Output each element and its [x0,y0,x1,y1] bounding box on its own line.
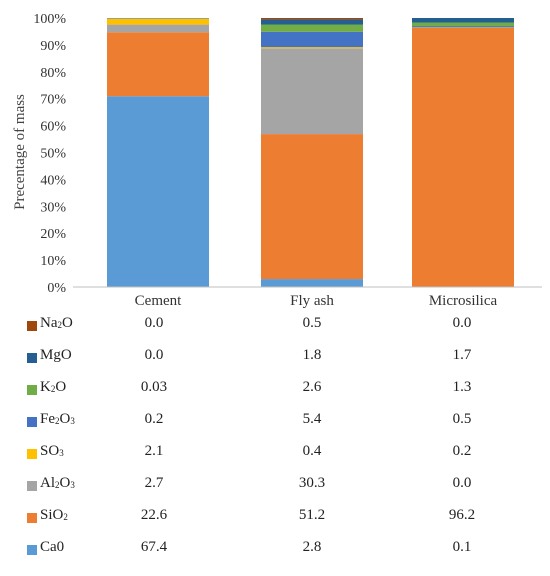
y-tick-label: 50% [40,147,66,162]
x-tick-label: Cement [135,293,182,309]
bar-segment [412,26,514,28]
bar-segment [107,24,209,33]
y-tick-label: 70% [40,93,66,108]
table-cell: 0.0 [144,315,164,331]
bar-segment [261,47,363,49]
table-cell: 0.5 [302,315,322,331]
y-tick-label: 20% [40,227,66,242]
bar-segment [261,31,363,48]
bar-segment [261,134,363,280]
legend-label: K2O [40,379,67,395]
table-cell: 0.1 [452,539,472,555]
stacked-bar-chart: 0% 10% 20% 30% 40% 50% 60% 70% 80% 90% 100% Cement… [12,12,542,309]
x-tick-label: Fly ash [290,293,334,309]
legend-swatch [27,481,37,491]
legend-swatch [27,513,37,523]
bar-segment [412,22,514,27]
bar-segment [107,18,209,25]
table-row: K2O 0.03 2.6 1.3 [0,376,550,408]
y-tick-label: 80% [40,66,66,81]
legend-label: MgO [40,347,72,363]
table-cell: 51.2 [298,507,326,523]
table-cell: 0.2 [144,411,164,427]
table-cell: 2.7 [144,475,164,491]
bar-segment [261,48,363,135]
y-tick-label: 90% [40,39,66,54]
table-row: Ca0 67.4 2.8 0.1 [0,536,550,568]
table-cell: 96.2 [448,507,476,523]
table-cell: 30.3 [298,475,326,491]
legend-label: Ca0 [40,539,65,555]
x-tick-label: Microsilica [429,293,498,309]
bar-segment [261,279,363,287]
bar-segment [107,32,209,97]
table-row: SO3 2.1 0.4 0.2 [0,440,550,472]
y-tick-label: 60% [40,120,66,135]
x-axis-ticks: Cement Fly ash Microsilica [135,293,498,309]
table-cell: 22.6 [140,507,168,523]
table-cell: 0.2 [452,443,472,459]
table-cell: 2.8 [302,539,322,555]
bar-segment [107,18,209,19]
y-tick-label: 10% [40,254,66,269]
legend-swatch [27,385,37,395]
table-row: Fe2O3 0.2 5.4 0.5 [0,408,550,440]
table-cell: 5.4 [302,411,322,427]
bar-segment [261,18,363,20]
y-tick-label: 40% [40,173,66,188]
bars [107,18,514,288]
bar-segment [261,19,363,25]
y-tick-label: 30% [40,200,66,215]
table-cell: 0.0 [144,347,164,363]
table-row: SiO2 22.6 51.2 96.2 [0,504,550,536]
table-cell: 1.7 [452,347,472,363]
table-row: MgO 0.0 1.8 1.7 [0,344,550,376]
table-row: Al2O3 2.7 30.3 0.0 [0,472,550,504]
table-cell: 0.03 [140,379,168,395]
legend-label: Al2O3 [40,475,75,491]
legend-swatch [27,353,37,363]
table-cell: 2.1 [144,443,164,459]
y-tick-label: 0% [47,281,66,296]
legend-label: SO3 [40,443,64,459]
table-cell: 0.5 [452,411,472,427]
bar-segment [412,18,514,23]
bar-segment [412,27,514,28]
table-cell: 2.6 [302,379,322,395]
table-cell: 1.3 [452,379,472,395]
y-axis-ticks: 0% 10% 20% 30% 40% 50% 60% 70% 80% 90% 100% [33,12,66,296]
table-cell: 0.0 [452,475,472,491]
table-cell: 67.4 [140,539,168,555]
table-row: Na2O 0.0 0.5 0.0 [0,312,550,344]
legend-swatch [27,545,37,555]
legend-swatch [27,449,37,459]
table-cell: 0.0 [452,315,472,331]
bar-segment [107,96,209,288]
bar-segment [412,27,514,287]
legend-swatch [27,417,37,427]
legend-swatch [27,321,37,331]
table-cell: 1.8 [302,347,322,363]
legend-label: Na2O [40,315,73,331]
table-cell: 0.4 [302,443,322,459]
y-axis-label: Precentage of mass [12,94,28,210]
legend-label: Fe2O3 [40,411,75,427]
bar-segment [261,24,363,32]
legend-label: SiO2 [40,507,68,523]
y-tick-label: 100% [33,12,66,27]
